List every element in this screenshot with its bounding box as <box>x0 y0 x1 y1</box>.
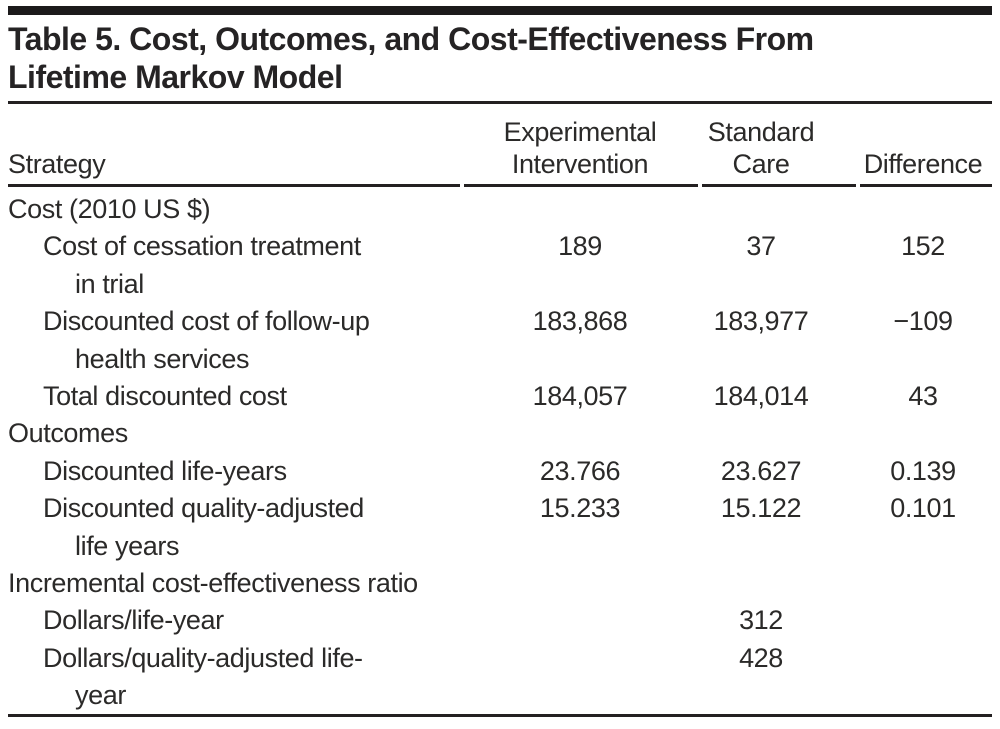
row-label-line: year <box>75 680 126 711</box>
table-row-discounted-life-years: Discounted life-years 23.766 23.627 0.13… <box>8 453 992 490</box>
cell-standard: 184,014 <box>713 381 809 412</box>
row-label: Dollars/quality-adjusted life- year <box>8 640 455 715</box>
table-row-total-discounted-cost: Total discounted cost 184,057 184,014 43 <box>8 378 992 415</box>
cell-standard: 183,977 <box>713 306 809 337</box>
row-label: Discounted quality-adjusted life years <box>8 490 455 565</box>
cell-difference: −109 <box>893 306 953 337</box>
cell-experimental: 189 <box>558 231 602 262</box>
row-label-line: health services <box>75 343 250 374</box>
table-body: Cost (2010 US $) Cost of cessation treat… <box>8 189 992 715</box>
cell-difference: 0.101 <box>890 493 956 524</box>
cell-difference: 43 <box>908 381 938 412</box>
row-label-line: life years <box>75 530 180 561</box>
cell-standard: 428 <box>739 642 783 673</box>
row-label: Discounted cost of follow-up health serv… <box>8 303 455 378</box>
cell-standard: 15.122 <box>720 493 802 524</box>
row-label-line: Discounted quality-adjusted <box>43 493 364 524</box>
table-row-dollars-per-life-year: Dollars/life-year 312 <box>8 602 992 639</box>
table-row-section-outcomes: Outcomes <box>8 415 992 452</box>
cell-experimental: 23.766 <box>539 455 621 486</box>
table-row-dollars-per-qaly: Dollars/quality-adjusted life- year 428 <box>8 640 992 715</box>
row-label: Cost of cessation treatment in trial <box>8 228 455 303</box>
cell-standard: 312 <box>739 605 783 636</box>
row-label-line: Total discounted cost <box>43 381 287 412</box>
table-title: Table 5. Cost, Outcomes, and Cost-Effect… <box>8 20 814 96</box>
row-label-line: Outcomes <box>8 418 128 449</box>
row-label-line: in trial <box>75 268 144 299</box>
cell-standard: 37 <box>746 231 776 262</box>
row-label-line: Discounted life-years <box>43 455 287 486</box>
row-label-line: Discounted cost of follow-up <box>43 306 370 337</box>
row-label-line: Dollars/life-year <box>43 605 224 636</box>
row-label-line: Cost of cessation treatment <box>43 231 361 262</box>
column-header-strategy: Strategy <box>8 149 106 179</box>
table-bottom-rule <box>8 714 992 717</box>
table-row-discounted-followup-cost: Discounted cost of follow-up health serv… <box>8 303 992 378</box>
column-header-difference: Difference <box>863 149 983 179</box>
table-top-bar <box>8 6 992 15</box>
cell-experimental: 15.233 <box>539 493 621 524</box>
cell-difference: 0.139 <box>890 455 956 486</box>
row-label-line: Cost (2010 US $) <box>8 194 211 224</box>
row-label-line: Incremental cost-effectiveness ratio <box>8 568 418 599</box>
cell-difference: 152 <box>901 231 945 262</box>
row-label: Cost (2010 US $) <box>8 191 455 228</box>
cell-experimental: 184,057 <box>532 381 628 412</box>
table-title-line-1: Table 5. Cost, Outcomes, and Cost-Effect… <box>8 21 814 57</box>
row-label: Discounted life-years <box>8 453 455 490</box>
cell-experimental: 183,868 <box>532 306 628 337</box>
row-label: Outcomes <box>8 415 455 452</box>
row-label: Incremental cost-effectiveness ratio <box>8 565 455 602</box>
table-row-discounted-qaly: Discounted quality-adjusted life years 1… <box>8 490 992 565</box>
row-label: Total discounted cost <box>8 378 455 415</box>
table-title-line-2: Lifetime Markov Model <box>8 59 343 95</box>
header-top-rule <box>8 101 992 104</box>
table-header-row: Strategy Experimental Intervention Stand… <box>8 104 992 184</box>
cell-standard: 23.627 <box>720 455 802 486</box>
table-row-cessation-treatment-cost: Cost of cessation treatment in trial 189… <box>8 228 992 303</box>
table-row-section-icer: Incremental cost-effectiveness ratio <box>8 565 992 602</box>
column-header-experimental-intervention: Experimental Intervention <box>503 117 657 179</box>
row-label: Dollars/life-year <box>8 602 455 639</box>
row-label-line: Dollars/quality-adjusted life- <box>43 642 363 673</box>
column-header-standard-care: Standard Care <box>707 117 815 179</box>
header-bottom-rule <box>8 184 992 187</box>
table-row-section-cost: Cost (2010 US $) <box>8 191 992 228</box>
